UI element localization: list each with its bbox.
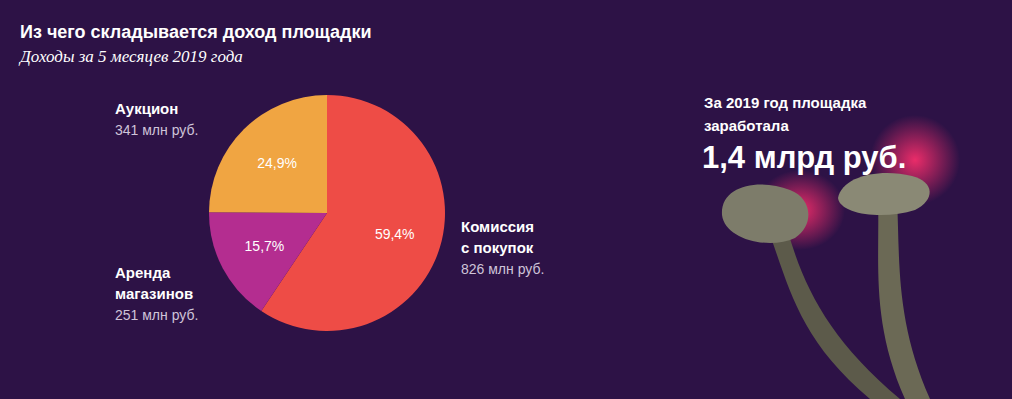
- title: Из чего складывается доход площадки: [20, 22, 372, 42]
- category-label: Комиссия с покупок: [461, 218, 534, 256]
- annotation-line: За 2019 год площадка: [704, 94, 867, 111]
- cap: [722, 184, 808, 243]
- slice: [209, 212, 327, 311]
- amount-label: 251 млн руб.: [115, 307, 198, 323]
- amount-label: 341 млн руб.: [115, 122, 198, 138]
- cap: [838, 173, 930, 215]
- pie: [209, 95, 445, 331]
- chart: Из чего складывается доход площадки Доход…: [0, 0, 1012, 399]
- data-label: 24,9%: [257, 155, 297, 171]
- annotation: За 2019 год площадка заработала: [704, 94, 867, 134]
- data-label: 15,7%: [245, 238, 285, 254]
- background: [0, 0, 1012, 399]
- category-label: Аренда магазинов: [115, 264, 193, 302]
- category-label-line: магазинов: [115, 285, 193, 302]
- subtitle: Доходы за 5 месяцев 2019 года: [18, 47, 243, 66]
- category-label-line: Аренда: [115, 264, 171, 281]
- category-label-line: Аукцион: [115, 100, 178, 117]
- category-label-line: с покупок: [461, 239, 534, 256]
- annotation-total: 1,4 млрд руб.: [702, 140, 906, 175]
- annotation-line: заработала: [704, 117, 789, 134]
- category-label-line: Комиссия: [461, 218, 534, 235]
- category-label: Аукцион: [115, 100, 178, 117]
- amount-label: 826 млн руб.: [461, 261, 544, 277]
- slice: [209, 95, 327, 213]
- data-label: 59,4%: [375, 226, 415, 242]
- stem: [878, 198, 930, 399]
